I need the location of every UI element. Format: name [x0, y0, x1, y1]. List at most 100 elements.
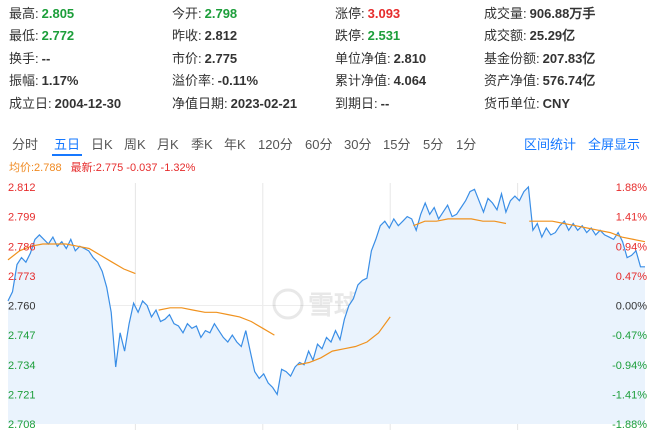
quote-value: 2.531 [367, 28, 401, 43]
quote-label: 成立日: [9, 96, 52, 111]
quote-item: 到期日: -- [335, 96, 389, 112]
quote-label: 最低: [9, 28, 39, 43]
quote-label: 累计净值: [335, 73, 391, 88]
tab-12[interactable]: 1分 [456, 137, 477, 152]
quote-label: 今开: [172, 6, 202, 21]
quote-label: 换手: [9, 51, 39, 66]
tab-0[interactable]: 分时 [12, 137, 39, 152]
quote-item: 溢价率: -0.11% [172, 73, 258, 89]
fullscreen-button[interactable]: 全屏显示 [588, 137, 641, 152]
quote-value: CNY [542, 96, 571, 111]
quote-item: 最低: 2.772 [9, 28, 74, 44]
quote-item: 成交量: 906.88万手 [484, 6, 595, 22]
quote-item: 跌停: 2.531 [335, 28, 400, 44]
y-tick-right: -1.88% [612, 419, 647, 430]
quote-value: 576.74亿 [542, 73, 596, 88]
tab-1[interactable]: 五日 [52, 136, 83, 156]
tab-7[interactable]: 120分 [258, 137, 293, 152]
chart-legend: 均价:2.788 最新:2.775 -0.037 -1.32% [9, 162, 195, 174]
quote-item: 累计净值: 4.064 [335, 73, 426, 89]
y-tick-left: 2.734 [8, 360, 36, 372]
quote-item: 基金份额: 207.83亿 [484, 51, 595, 67]
quote-item: 单位净值: 2.810 [335, 51, 426, 67]
quote-value: 2.775 [204, 51, 238, 66]
y-tick-left: 2.773 [8, 271, 36, 283]
y-tick-right: 0.00% [616, 301, 647, 313]
tab-6[interactable]: 年K [224, 137, 246, 152]
quote-item: 净值日期: 2023-02-21 [172, 96, 297, 112]
y-tick-left: 2.721 [8, 389, 36, 401]
quote-label: 资产净值: [484, 73, 540, 88]
quote-label: 基金份额: [484, 51, 540, 66]
quote-value: -- [41, 51, 51, 66]
quote-item: 振幅: 1.17% [9, 73, 79, 89]
y-tick-right: -1.41% [612, 389, 647, 401]
quote-label: 跌停: [335, 28, 365, 43]
quote-value: -0.11% [217, 73, 259, 88]
quote-label: 成交量: [484, 6, 527, 21]
quote-label: 涨停: [335, 6, 365, 21]
y-tick-right: 0.94% [616, 241, 647, 253]
quote-value: 2.805 [41, 6, 75, 21]
quote-label: 振幅: [9, 73, 39, 88]
quote-label: 市价: [172, 51, 202, 66]
quote-value: 2.810 [393, 51, 427, 66]
quote-value: 4.064 [393, 73, 427, 88]
quote-value: 2023-02-21 [230, 96, 298, 111]
tab-2[interactable]: 日K [91, 137, 113, 152]
quote-item: 最高: 2.805 [9, 6, 74, 22]
y-tick-left: 2.799 [8, 212, 36, 224]
y-tick-left: 2.747 [8, 330, 36, 342]
latest-price-label: 最新:2.775 -0.037 -1.32% [70, 162, 196, 174]
y-tick-right: 1.88% [616, 182, 647, 194]
tab-10[interactable]: 15分 [383, 137, 411, 152]
quote-item: 换手: -- [9, 51, 50, 67]
range-stats-button[interactable]: 区间统计 [524, 137, 577, 152]
tab-9[interactable]: 30分 [344, 137, 372, 152]
period-tabs: 分时 五日 日K 周K 月K 季K 年K 120分 60分 30分 15分 5分 1分 区间统计 全屏显示 [0, 136, 651, 156]
watermark-logo-icon [272, 288, 304, 320]
quote-label: 到期日: [335, 96, 378, 111]
tab-8[interactable]: 60分 [305, 137, 333, 152]
quote-value: 2004-12-30 [54, 96, 122, 111]
avg-price-label: 均价:2.788 [9, 162, 62, 174]
quote-value: 2.772 [41, 28, 75, 43]
quote-item: 资产净值: 576.74亿 [484, 73, 595, 89]
intraday-chart[interactable]: 雪球2.8122.7992.7862.7732.7602.7472.7342.7… [0, 180, 651, 430]
y-tick-left: 2.812 [8, 182, 36, 194]
quote-item: 市价: 2.775 [172, 51, 237, 67]
quote-value: 1.17% [41, 73, 79, 88]
quote-label: 昨收: [172, 28, 202, 43]
quote-value: 906.88万手 [529, 6, 596, 21]
tab-11[interactable]: 5分 [423, 137, 444, 152]
price-line [7, 185, 645, 397]
quote-value: 207.83亿 [542, 51, 596, 66]
quote-item: 成交额: 25.29亿 [484, 28, 575, 44]
quote-item: 货币单位: CNY [484, 96, 570, 112]
y-tick-left: 2.786 [8, 241, 36, 253]
average-line [7, 218, 646, 366]
quote-value: 2.798 [204, 6, 238, 21]
tab-5[interactable]: 季K [191, 137, 213, 152]
quote-value: 3.093 [367, 6, 401, 21]
quote-value: 25.29亿 [529, 28, 576, 43]
quote-item: 涨停: 3.093 [335, 6, 400, 22]
y-tick-left: 2.708 [8, 419, 36, 430]
quote-label: 最高: [9, 6, 39, 21]
y-tick-right: -0.94% [612, 360, 647, 372]
tab-3[interactable]: 周K [124, 137, 146, 152]
quote-label: 成交额: [484, 28, 527, 43]
tab-4[interactable]: 月K [157, 137, 179, 152]
quote-value: -- [380, 96, 390, 111]
y-tick-right: -0.47% [612, 330, 647, 342]
quote-label: 单位净值: [335, 51, 391, 66]
y-tick-left: 2.760 [8, 301, 36, 313]
quote-value: 2.812 [204, 28, 238, 43]
quote-label: 货币单位: [484, 96, 540, 111]
y-tick-right: 0.47% [616, 271, 647, 283]
quote-label: 溢价率: [172, 73, 215, 88]
quote-item: 成立日: 2004-12-30 [9, 96, 121, 112]
y-tick-right: 1.41% [616, 212, 647, 224]
quote-label: 净值日期: [172, 96, 228, 111]
price-area [8, 187, 645, 424]
